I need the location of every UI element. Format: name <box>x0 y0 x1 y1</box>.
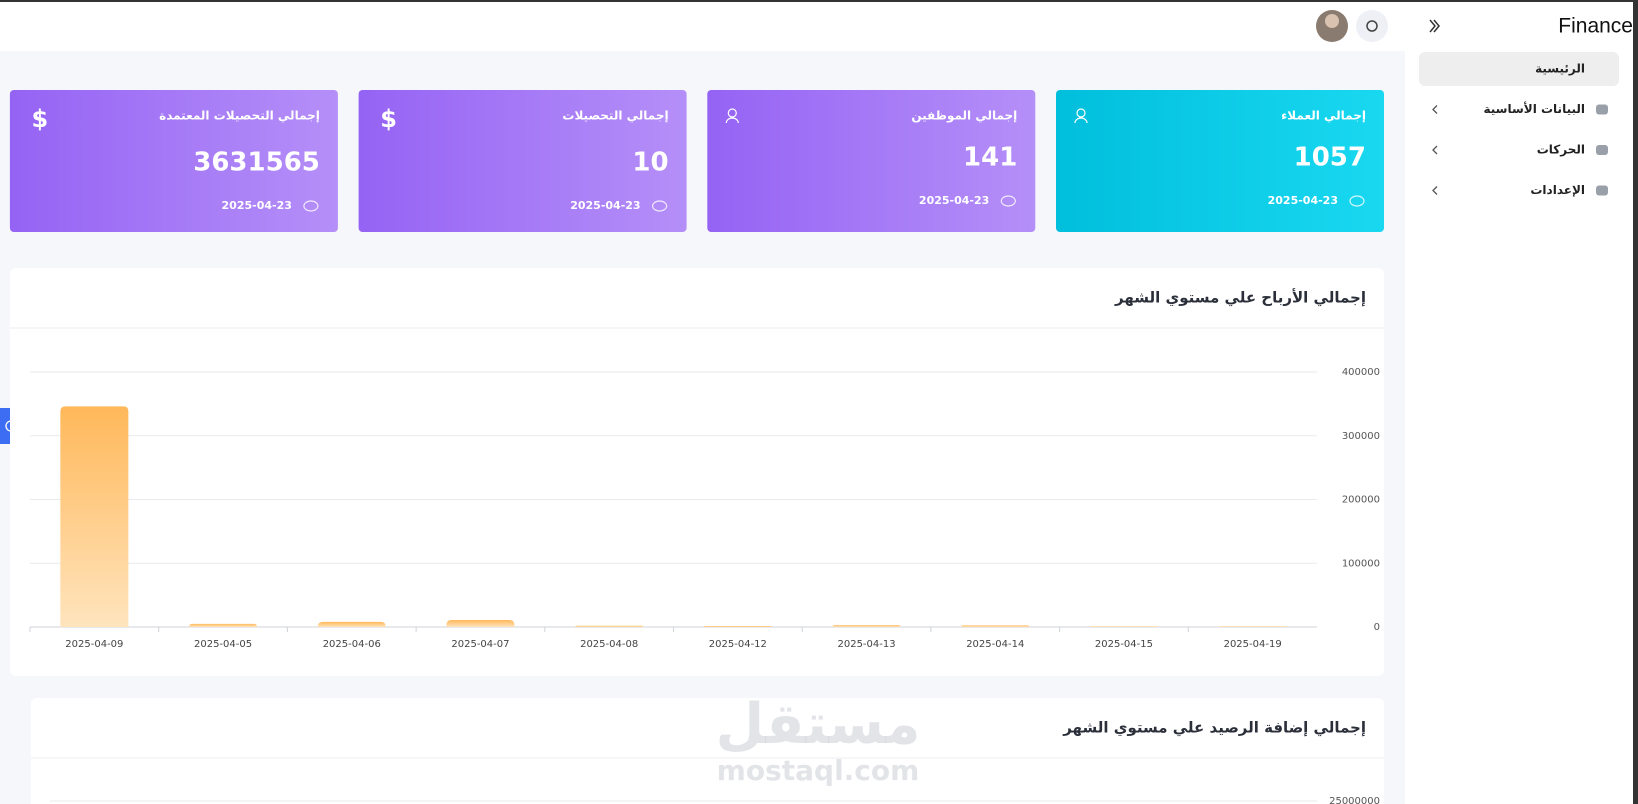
watermark: mostaql.com <box>717 754 920 787</box>
bar <box>317 621 386 627</box>
chart: 0 100000 200000 300000 400000 2025-04-09 2025-… <box>29 367 1380 650</box>
card-date: 2025-04-23 <box>919 194 989 207</box>
eye-icon <box>651 200 668 212</box>
card-icon: $ <box>380 105 397 133</box>
x-tick-label: 2025-04-07 <box>451 639 509 650</box>
y-tick-label: 0 <box>1374 622 1380 633</box>
x-tick-label: 2025-04-12 <box>709 639 767 650</box>
sun-icon <box>1366 20 1378 32</box>
eye-icon <box>1349 195 1365 207</box>
chart: 25000000 <box>50 796 1380 804</box>
x-tick-label: 2025-04-09 <box>65 639 123 650</box>
stat-card <box>9 90 338 232</box>
nav: الرئيسية البيانات الأساسية الحركات الإعدادا… <box>1419 52 1619 197</box>
chart-panel <box>10 268 1384 676</box>
watermark: مستقل <box>716 692 921 757</box>
user-icon <box>1074 117 1088 124</box>
card-title: إجمالي التحصيلات <box>562 109 668 123</box>
nav-chevron[interactable] <box>1432 145 1438 155</box>
card-title: إجمالي التحصيلات المعتمدة <box>159 109 320 123</box>
stat-card <box>1056 90 1384 232</box>
card-title: إجمالي العملاء <box>1281 109 1366 123</box>
nav-icon <box>1596 185 1608 196</box>
bar <box>189 623 258 627</box>
card-date: 2025-04-23 <box>1268 194 1338 207</box>
x-tick-label: 2025-04-14 <box>966 639 1024 650</box>
bar <box>1218 626 1287 627</box>
y-tick-label: 100000 <box>1342 558 1380 569</box>
card-value: 141 <box>963 143 1017 173</box>
y-tick-label: 400000 <box>1342 367 1380 378</box>
theme-toggle[interactable] <box>1356 10 1388 42</box>
chart-title: إجمالي الأرباح علي مستوي الشهر <box>1114 289 1366 308</box>
sidebar <box>1405 2 1633 804</box>
bar <box>703 626 772 627</box>
x-tick-label: 2025-04-08 <box>580 639 638 650</box>
y-tick-label: 300000 <box>1342 431 1380 442</box>
app-title: Finance <box>1558 15 1633 38</box>
eye-icon <box>1000 195 1016 207</box>
nav-label[interactable]: الحركات <box>1537 143 1585 157</box>
eye-icon <box>303 200 319 212</box>
x-tick-label: 2025-04-19 <box>1224 639 1282 650</box>
y-tick-label: 200000 <box>1342 495 1380 506</box>
x-tick-label: 2025-04-15 <box>1095 639 1153 650</box>
nav-chevron[interactable] <box>1432 186 1438 195</box>
nav-label[interactable]: الرئيسية <box>1535 62 1585 76</box>
card-value: 3631565 <box>193 148 320 178</box>
y-tick-label: 25000000 <box>1329 796 1380 804</box>
card-title: إجمالي الموظفين <box>911 109 1017 124</box>
chart-title: إجمالي إضافة الرصيد علي مستوي الشهر <box>1062 719 1366 738</box>
frame-top <box>0 0 1638 2</box>
card-value: 10 <box>632 148 668 178</box>
chart-panel <box>31 698 1384 804</box>
frame-right <box>1633 0 1638 804</box>
bar <box>446 619 515 627</box>
card-icon: $ <box>32 105 49 133</box>
nav-chevron[interactable] <box>1432 105 1438 114</box>
nav-item-active[interactable] <box>1419 52 1619 86</box>
bar <box>575 625 644 627</box>
bar <box>832 625 901 627</box>
card-value: 1057 <box>1294 143 1366 173</box>
nav-label[interactable]: البيانات الأساسية <box>1483 101 1585 116</box>
avatar-face <box>1325 14 1339 28</box>
nav-icon <box>1596 145 1608 155</box>
nav-icon <box>1596 104 1608 115</box>
x-tick-label: 2025-04-13 <box>837 639 895 650</box>
stat-card <box>707 90 1036 232</box>
user-icon <box>727 108 737 118</box>
user-icon <box>1076 108 1086 118</box>
card-date: 2025-04-23 <box>222 199 292 212</box>
header <box>0 2 1405 51</box>
collapse-button[interactable] <box>1429 19 1440 33</box>
x-tick-label: 2025-04-06 <box>323 639 381 650</box>
bar <box>60 406 129 627</box>
card-date: 2025-04-23 <box>570 199 640 212</box>
cards: إجمالي العملاء 1057 2025-04-23 إجمالي الموظ… <box>9 90 1384 232</box>
stat-card <box>358 90 687 232</box>
bar <box>961 625 1030 627</box>
user-icon <box>725 117 739 124</box>
x-tick-label: 2025-04-05 <box>194 639 252 650</box>
nav-label[interactable]: الإعدادات <box>1530 183 1585 197</box>
bar <box>1089 626 1158 627</box>
